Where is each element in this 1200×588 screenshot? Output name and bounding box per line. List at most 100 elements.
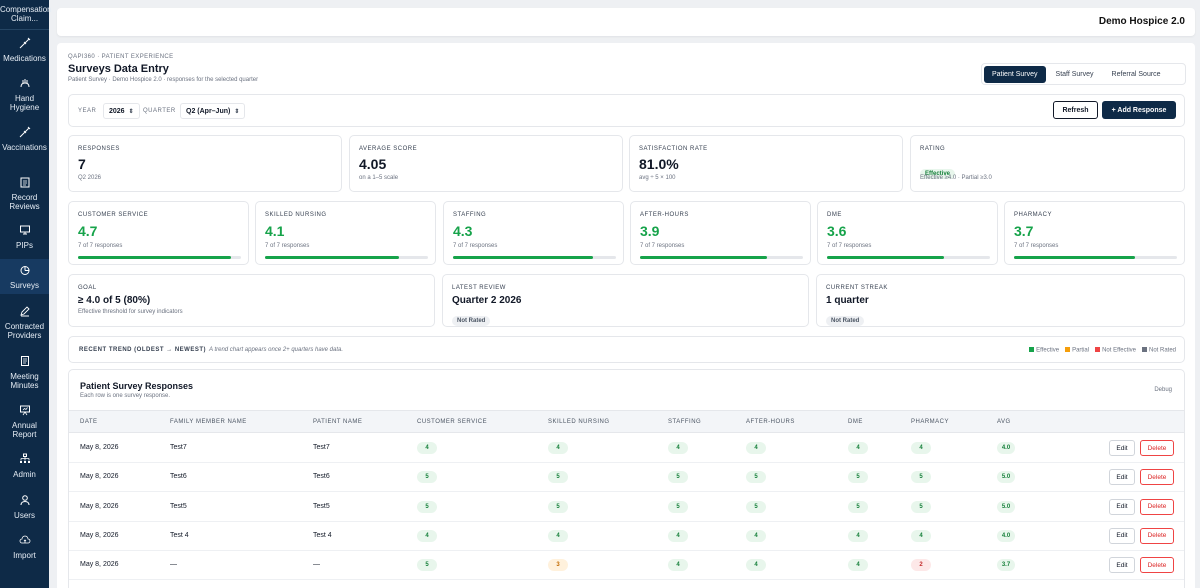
category-progress-fill: [265, 256, 399, 259]
score-badge: 5: [668, 500, 688, 513]
sidebar-item-import[interactable]: Import: [0, 534, 49, 560]
delete-button[interactable]: Delete: [1140, 469, 1174, 486]
sidebar-item-medications[interactable]: Medications: [0, 37, 49, 63]
top-bar: Demo Hospice 2.0: [57, 8, 1195, 36]
category-label: AFTER-HOURS: [640, 212, 689, 218]
delete-button[interactable]: Delete: [1140, 557, 1174, 574]
edit-button[interactable]: Edit: [1109, 469, 1135, 486]
score-badge: 4: [668, 442, 688, 454]
sidebar-item-record-reviews[interactable]: Record Reviews: [0, 176, 49, 211]
legend-label: Effective: [1036, 347, 1060, 354]
trend-label: RECENT TREND (OLDEST → NEWEST): [79, 347, 206, 353]
legend-swatch: [1029, 347, 1035, 352]
category-progress-bar: [78, 256, 241, 259]
score-badge: 5: [548, 471, 568, 484]
status-badge: Not Rated: [452, 316, 491, 326]
table-row: May 8, 2026 — — 5 3 4 4 4 2 3.7 Edit Delete: [69, 551, 1184, 581]
date-cell: May 8, 2026: [80, 561, 119, 569]
edit-button[interactable]: Edit: [1109, 527, 1135, 544]
category-progress-bar: [1014, 256, 1177, 259]
category-progress-fill: [1014, 256, 1135, 259]
legend-item-partial: Partial: [1065, 347, 1089, 354]
edit-button[interactable]: Edit: [1109, 498, 1135, 515]
sidebar-item-compensation-claims[interactable]: Compensation Claim...: [0, 0, 52, 30]
page-title: Surveys Data Entry: [68, 63, 169, 75]
kpi-value: 7: [78, 156, 86, 172]
column-header-skilled-nursing: SKILLED NURSING: [548, 419, 610, 425]
year-select[interactable]: 2026 ⇕: [103, 103, 140, 119]
current-streak-card: CURRENT STREAK 1 quarter Not Rated: [816, 274, 1185, 327]
score-badge: 4: [746, 559, 766, 572]
add-response-button[interactable]: + Add Response: [1102, 101, 1176, 119]
category-card-skilled-nursing: SKILLED NURSING 4.1 7 of 7 responses: [255, 201, 436, 265]
sidebar: Compensation Claim... Medications Hand H…: [0, 0, 52, 588]
avg-badge: 4.0: [997, 442, 1015, 454]
score-badge: 5: [848, 471, 868, 484]
score-badge: 4: [848, 559, 868, 572]
column-header-after-hours: AFTER-HOURS: [746, 419, 795, 425]
legend-label: Not Effective: [1102, 347, 1136, 354]
presentation-icon: [19, 404, 31, 421]
organization-name: Demo Hospice 2.0: [1098, 16, 1185, 27]
family-member-cell: Test5: [170, 502, 187, 510]
user-icon: [19, 494, 31, 511]
goal-value: ≥ 4.0 of 5 (80%): [78, 295, 151, 306]
breadcrumb: QAPI360 · PATIENT EXPERIENCE: [68, 54, 174, 60]
delete-button[interactable]: Delete: [1140, 440, 1174, 456]
tab-referral-source[interactable]: Referral Source: [1111, 70, 1161, 78]
column-header-avg: AVG: [997, 419, 1011, 425]
category-sub: 7 of 7 responses: [1014, 243, 1059, 249]
rating-badge: Effective: [920, 169, 956, 179]
trend-note: A trend chart appears once 2+ quarters h…: [209, 347, 344, 353]
refresh-button[interactable]: Refresh: [1053, 101, 1098, 119]
category-sub: 7 of 7 responses: [453, 243, 498, 249]
category-sub: 7 of 7 responses: [78, 243, 123, 249]
category-label: DME: [827, 212, 842, 218]
sidebar-item-contracted-providers[interactable]: Contracted Providers: [0, 305, 49, 340]
delete-button[interactable]: Delete: [1140, 527, 1174, 544]
sidebar-item-pips[interactable]: PIPs: [0, 224, 49, 250]
sidebar-item-meeting-minutes[interactable]: Meeting Minutes: [0, 355, 49, 390]
kpi-value: 81.0%: [639, 156, 679, 172]
chart-pie-icon: [19, 264, 31, 281]
kpi-responses: RESPONSES 7 Q2 2026: [68, 135, 342, 192]
sidebar-item-hand-hygiene[interactable]: Hand Hygiene: [0, 77, 49, 112]
sidebar-item-annual-report[interactable]: Annual Report: [0, 404, 49, 439]
sidebar-item-users[interactable]: Users: [0, 494, 49, 520]
goal-sub: Effective threshold for survey indicator…: [78, 309, 183, 315]
category-sub: 7 of 7 responses: [265, 243, 310, 249]
latest-review-value: Quarter 2 2026: [452, 295, 522, 306]
sidebar-item-vaccinations[interactable]: Vaccinations: [0, 126, 49, 152]
column-header-staffing: STAFFING: [668, 419, 702, 425]
tab-patient-survey[interactable]: Patient Survey: [984, 65, 1046, 83]
family-member-cell: Test7: [170, 444, 187, 451]
category-sub: 7 of 7 responses: [827, 243, 872, 249]
sidebar-item-admin[interactable]: Admin: [0, 453, 49, 479]
syringe-icon: [19, 37, 31, 54]
tab-staff-survey[interactable]: Staff Survey: [1055, 70, 1094, 78]
avg-badge: 3.7: [997, 559, 1015, 572]
category-score: 3.9: [640, 223, 660, 239]
score-badge: 5: [668, 471, 688, 484]
category-progress-bar: [265, 256, 428, 259]
cloud-upload-icon: [19, 534, 31, 551]
edit-button[interactable]: Edit: [1109, 440, 1135, 456]
sidebar-item-label: Admin: [13, 470, 36, 479]
debug-toggle[interactable]: Debug: [1154, 387, 1172, 393]
select-arrows-icon: ⇕: [234, 108, 240, 115]
delete-button[interactable]: Delete: [1140, 498, 1174, 515]
kpi-sub: on a 1–5 scale: [359, 175, 399, 181]
score-badge: 5: [417, 559, 437, 572]
table-header: DATE FAMILY MEMBER NAME PATIENT NAME CUSTOM…: [69, 410, 1184, 433]
sidebar-item-surveys[interactable]: Surveys: [0, 259, 49, 294]
category-score: 4.7: [78, 223, 98, 239]
quarter-select[interactable]: Q2 (Apr–Jun) ⇕: [180, 103, 246, 119]
table-subtitle: Each row is one survey response.: [80, 393, 171, 399]
legend-swatch: [1065, 347, 1071, 352]
main-panel: QAPI360 · PATIENT EXPERIENCE Surveys Dat…: [57, 43, 1195, 588]
category-score: 4.1: [265, 223, 285, 239]
category-card-staffing: STAFFING 4.3 7 of 7 responses: [443, 201, 624, 265]
syringe-icon: [19, 126, 31, 143]
category-progress-fill: [827, 256, 945, 259]
edit-button[interactable]: Edit: [1109, 557, 1135, 574]
